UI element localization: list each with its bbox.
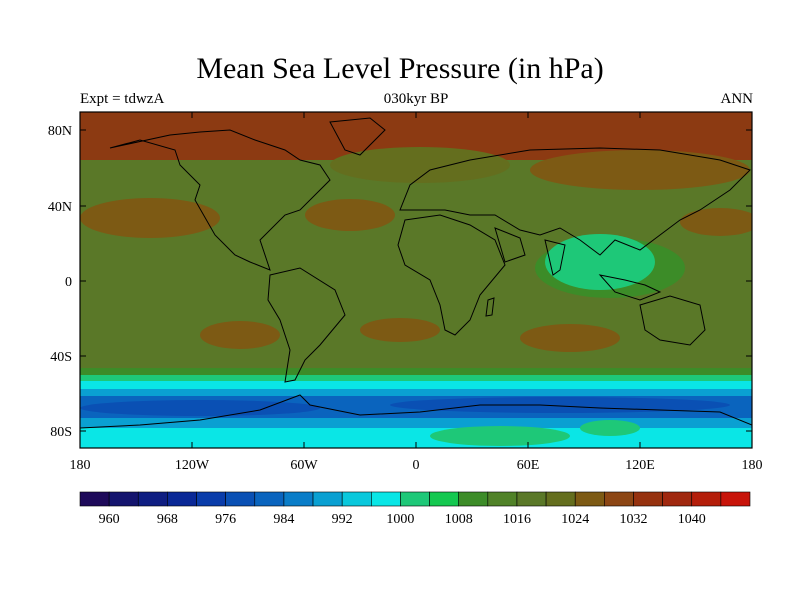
pressure-contour-3	[530, 150, 750, 190]
colorbar-label: 1016	[503, 512, 531, 527]
colorbar-swatch	[137, 491, 168, 507]
pressure-contour-21	[430, 426, 570, 446]
pressure-contour-5	[305, 199, 395, 231]
colorbar-swatch	[283, 491, 314, 507]
pressure-contour-17	[80, 400, 320, 416]
colorbar-label: 968	[157, 512, 178, 527]
period-label: 030kyr BP	[383, 91, 449, 107]
colorbar-label: 960	[99, 512, 120, 527]
pressure-contour-6	[680, 208, 752, 236]
pressure-contour-22	[580, 420, 640, 436]
colorbar-label: 1000	[386, 512, 414, 527]
colorbar-swatch	[341, 491, 372, 507]
colorbar-swatch	[487, 491, 518, 507]
lon-tick-label: 180	[742, 458, 763, 473]
colorbar-swatch	[545, 491, 576, 507]
lon-tick-label: 120E	[625, 458, 655, 473]
colorbar-label: 1024	[561, 512, 589, 527]
colorbar-swatch	[516, 491, 547, 507]
colorbar-swatch	[400, 491, 430, 507]
colorbar-swatch	[633, 491, 663, 507]
colorbar-label: 1008	[445, 512, 473, 527]
colorbar-swatch	[429, 491, 459, 507]
pressure-contour-9	[520, 324, 620, 352]
lat-tick-label: 40S	[50, 350, 72, 365]
colorbar-swatch	[79, 491, 110, 507]
colorbar-swatch	[312, 491, 343, 507]
colorbar-label: 1032	[619, 512, 647, 527]
pressure-contour-13	[80, 375, 752, 385]
lon-tick-label: 0	[413, 458, 420, 473]
colorbar-label: 992	[332, 512, 353, 527]
pressure-contour-2	[330, 147, 510, 183]
lon-tick-label: 60E	[517, 458, 540, 473]
lat-tick-label: 80S	[50, 425, 72, 440]
colorbar-swatch	[167, 491, 197, 507]
colorbar-swatch	[604, 491, 634, 507]
lat-tick-label: 0	[65, 275, 72, 290]
coastlines	[80, 117, 752, 429]
pressure-contour-15	[80, 389, 752, 399]
colorbar-swatch	[371, 491, 401, 507]
colorbar-swatch	[254, 491, 285, 507]
colorbar-label: 976	[215, 512, 236, 527]
pressure-contour-8	[360, 318, 440, 342]
colorbar-swatch	[108, 491, 139, 507]
map-title: Mean Sea Level Pressure (in hPa)	[196, 52, 604, 85]
lon-tick-label: 120W	[175, 458, 210, 473]
pressure-contour-7	[200, 321, 280, 349]
experiment-label: Expt = tdwzA	[80, 91, 165, 107]
colorbar-swatch	[196, 491, 226, 507]
pressure-contour-20	[80, 428, 752, 448]
colorbar-swatch	[574, 491, 605, 507]
axis-ticks: 80N 40N 0 40S 80S 180 120W 60W 0 60E 120E 180	[48, 112, 763, 473]
colorbar-swatch	[720, 491, 751, 507]
pressure-contour-11	[545, 234, 655, 290]
colorbar-swatch	[662, 491, 693, 507]
pressure-field	[80, 112, 752, 448]
pressure-contour-14	[80, 381, 752, 391]
lon-tick-label: 60W	[290, 458, 318, 473]
colorbar-label: 1040	[678, 512, 706, 527]
colorbar-swatch	[225, 491, 256, 507]
pressure-contour-4	[80, 198, 220, 238]
season-label: ANN	[720, 91, 754, 107]
lat-tick-label: 80N	[48, 124, 72, 139]
colorbar-swatch	[458, 491, 489, 507]
colorbar-label: 984	[273, 512, 294, 527]
lon-tick-label: 180	[70, 458, 91, 473]
colorbar: 960 968 976 984 992 1000 1008 1016 1024 1032 1040	[79, 491, 751, 527]
colorbar-swatch	[691, 491, 722, 507]
lat-tick-label: 40N	[48, 200, 72, 215]
